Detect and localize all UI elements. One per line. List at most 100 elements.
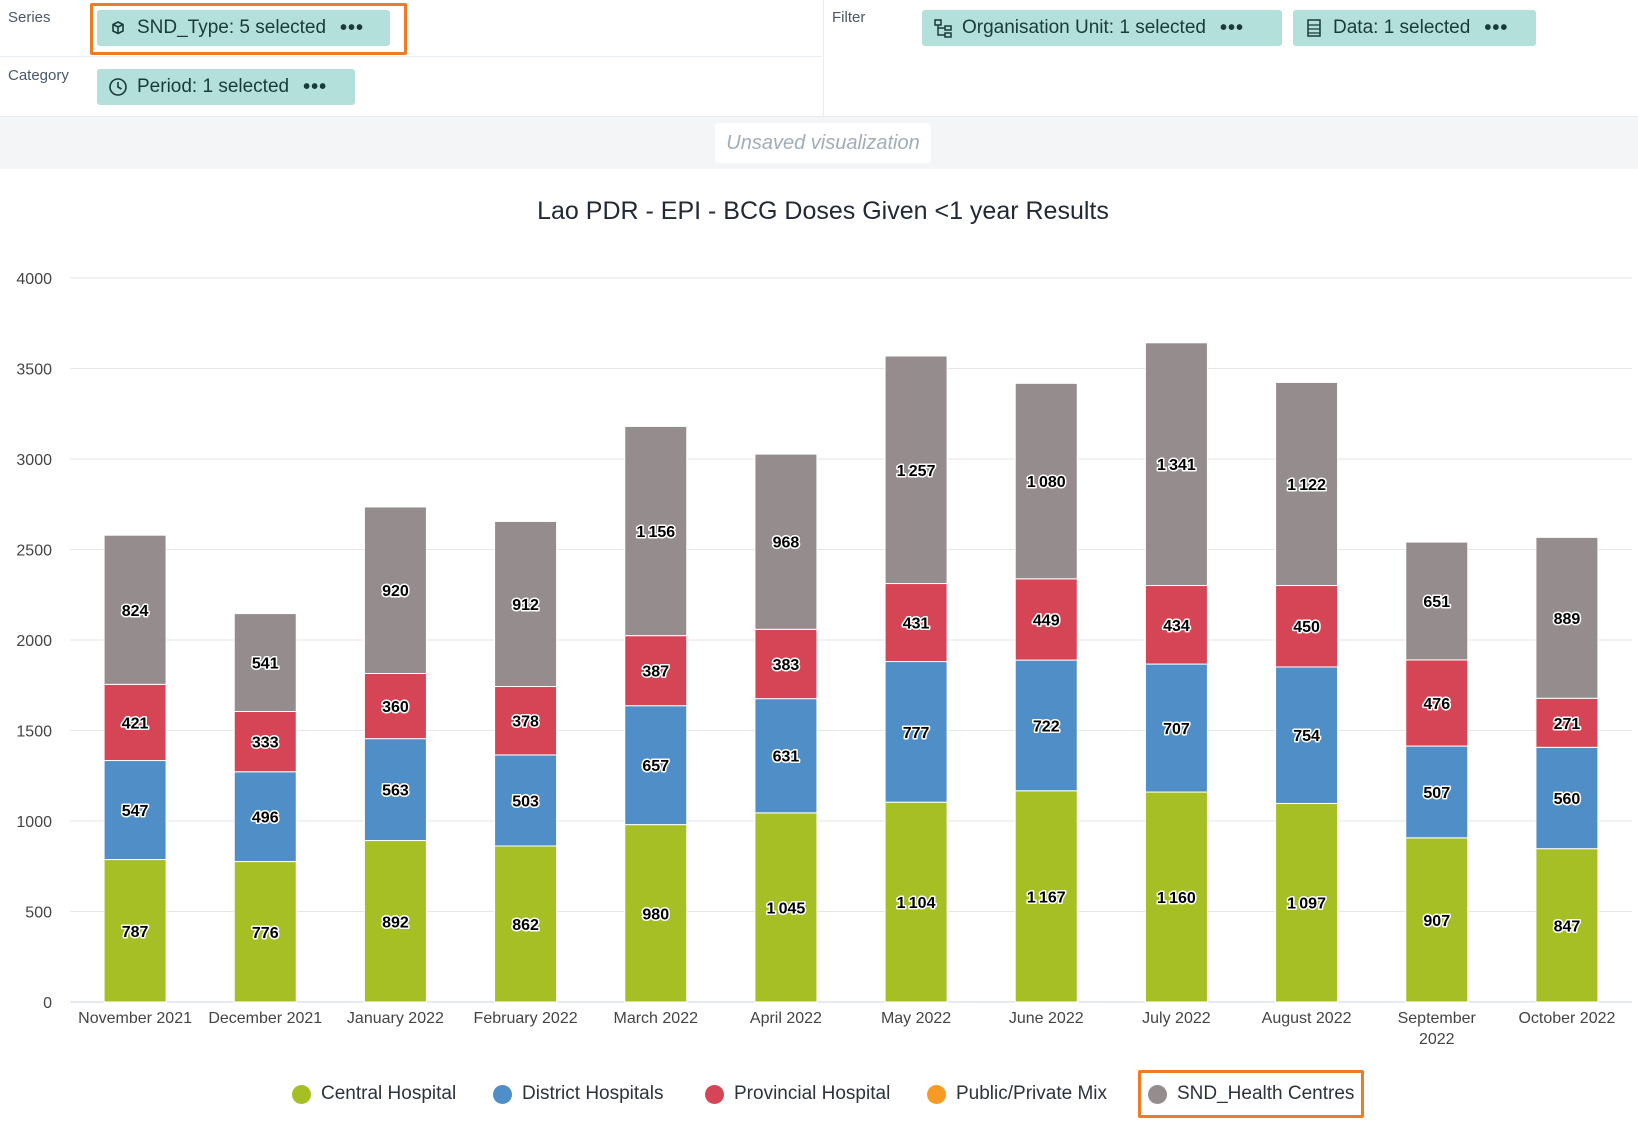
data-label: 968 [773, 535, 800, 552]
category-chip[interactable]: Period: 1 selected ••• [97, 69, 355, 105]
data-label: 1 122 [1287, 477, 1326, 494]
bar-segment [1144, 663, 1208, 793]
data-label: 360 [382, 699, 409, 716]
legend-label: SND_Health Centres [1177, 1083, 1355, 1104]
data-label: 541 [252, 656, 279, 673]
bar-stack: 787 547 421 824 [103, 534, 167, 1003]
legend-item[interactable]: Central Hospital [292, 1070, 456, 1118]
category-chip-menu-button[interactable]: ••• [303, 76, 328, 98]
legend-item[interactable]: District Hospitals [493, 1070, 663, 1118]
bar-stack: 776 496 333 541 [233, 613, 297, 1003]
data-label: 1 104 [897, 895, 936, 912]
x-tick-label: April 2022 [750, 1010, 822, 1027]
bar-segment [494, 754, 558, 847]
data-label: 387 [642, 664, 669, 681]
category-chip-label: Period: 1 selected [137, 76, 290, 97]
data-label: 631 [773, 749, 800, 766]
data-label: 777 [903, 725, 930, 742]
x-tick-label: November 2021 [78, 1010, 192, 1027]
x-tick-label: February 2022 [474, 1010, 578, 1027]
bar-segment [1275, 585, 1339, 668]
bar-segment [1144, 342, 1208, 587]
bar-stack: 907 507 476 651 [1405, 541, 1469, 1003]
bar-segment [103, 760, 167, 861]
data-label: 560 [1554, 791, 1581, 808]
bar-segment [1405, 837, 1469, 1003]
legend-highlight-box [1138, 1070, 1364, 1118]
category-axis-label: Category [8, 67, 69, 84]
y-tick-label: 3000 [16, 452, 52, 469]
bar-segment [103, 683, 167, 762]
bar-segment [363, 506, 427, 674]
bar-stack: 1 045 631 383 968 [754, 453, 818, 1003]
data-label: 707 [1163, 721, 1190, 738]
series-chip-highlight [90, 3, 407, 55]
data-label: 450 [1293, 619, 1320, 636]
legend-swatch [493, 1084, 512, 1104]
unsaved-visualization-label: Unsaved visualization [715, 123, 931, 163]
bar-segment [884, 661, 948, 803]
legend-swatch [1148, 1084, 1167, 1104]
bar-segment [233, 861, 297, 1003]
data-label: 889 [1554, 611, 1581, 628]
filter-axis-label: Filter [832, 9, 866, 26]
bar-segment [494, 520, 558, 688]
bar-segment [754, 812, 818, 1003]
data-label: 1 341 [1157, 457, 1196, 474]
data-label: 1 080 [1027, 474, 1066, 491]
series-chip[interactable]: SND_Type: 5 selected ••• [97, 10, 390, 46]
series-chip-menu-button[interactable]: ••• [340, 17, 365, 39]
bar-stack: 1 097 754 450 1 122 [1275, 381, 1339, 1003]
bar-segment [363, 738, 427, 842]
data-label: 980 [642, 906, 669, 923]
bar-stack: 847 560 271 889 [1535, 536, 1599, 1003]
legend-item[interactable]: SND_Health Centres [1148, 1070, 1354, 1118]
org-tree-icon [932, 17, 954, 39]
data-chip[interactable]: Data: 1 selected ••• [1293, 10, 1536, 46]
chart-legend: Central Hospital District Hospitals Provin… [0, 1070, 1638, 1118]
data-label: 776 [252, 925, 279, 942]
series-chip-label: SND_Type: 5 selected [137, 17, 327, 38]
bar-segment [1014, 578, 1078, 661]
data-label: 1 160 [1157, 890, 1196, 907]
org-unit-chip-menu-button[interactable]: ••• [1219, 17, 1244, 39]
x-tick-label: June 2022 [1009, 1010, 1084, 1027]
data-label: 892 [382, 914, 409, 931]
legend-swatch [705, 1084, 724, 1104]
legend-label: Provincial Hospital [734, 1083, 891, 1104]
x-tick-label: July 2022 [1142, 1010, 1211, 1027]
layout-panel: Series Category Filter SND_Type: 5 selec… [0, 0, 1638, 117]
legend-label: Public/Private Mix [956, 1083, 1107, 1104]
bar-stack: 1 160 707 434 1 341 [1144, 342, 1208, 1003]
org-unit-chip[interactable]: Organisation Unit: 1 selected ••• [922, 10, 1282, 46]
bar-segment [624, 425, 688, 637]
x-tick-label: September [1398, 1010, 1477, 1027]
data-label: 920 [382, 583, 409, 600]
bar-segment [1405, 541, 1469, 661]
data-chip-menu-button[interactable]: ••• [1484, 17, 1509, 39]
data-label: 722 [1033, 718, 1060, 735]
data-label: 383 [773, 657, 800, 674]
bar-segment [363, 840, 427, 1003]
legend-item[interactable]: Public/Private Mix [927, 1070, 1107, 1118]
y-tick-label: 3500 [16, 362, 52, 379]
dimension-cube-icon [107, 17, 129, 39]
data-label: 434 [1163, 618, 1190, 635]
data-label: 754 [1293, 728, 1320, 745]
bar-segment [1014, 790, 1078, 1003]
x-tick-label: May 2022 [881, 1010, 951, 1027]
bar-segment [754, 453, 818, 630]
bar-segment [1014, 382, 1078, 580]
bar-segment [754, 628, 818, 700]
data-label: 651 [1423, 594, 1450, 611]
bar-stack: 862 503 378 912 [494, 520, 558, 1003]
legend-label: Central Hospital [321, 1083, 457, 1104]
bar-segment [1275, 802, 1339, 1003]
bar-segment [1144, 585, 1208, 665]
bar-segment [103, 534, 167, 685]
data-label: 1 167 [1027, 889, 1066, 906]
legend-item[interactable]: Provincial Hospital [705, 1070, 890, 1118]
y-tick-label: 500 [25, 905, 52, 922]
x-tick-label: January 2022 [347, 1010, 444, 1027]
bar-segment [233, 771, 297, 863]
